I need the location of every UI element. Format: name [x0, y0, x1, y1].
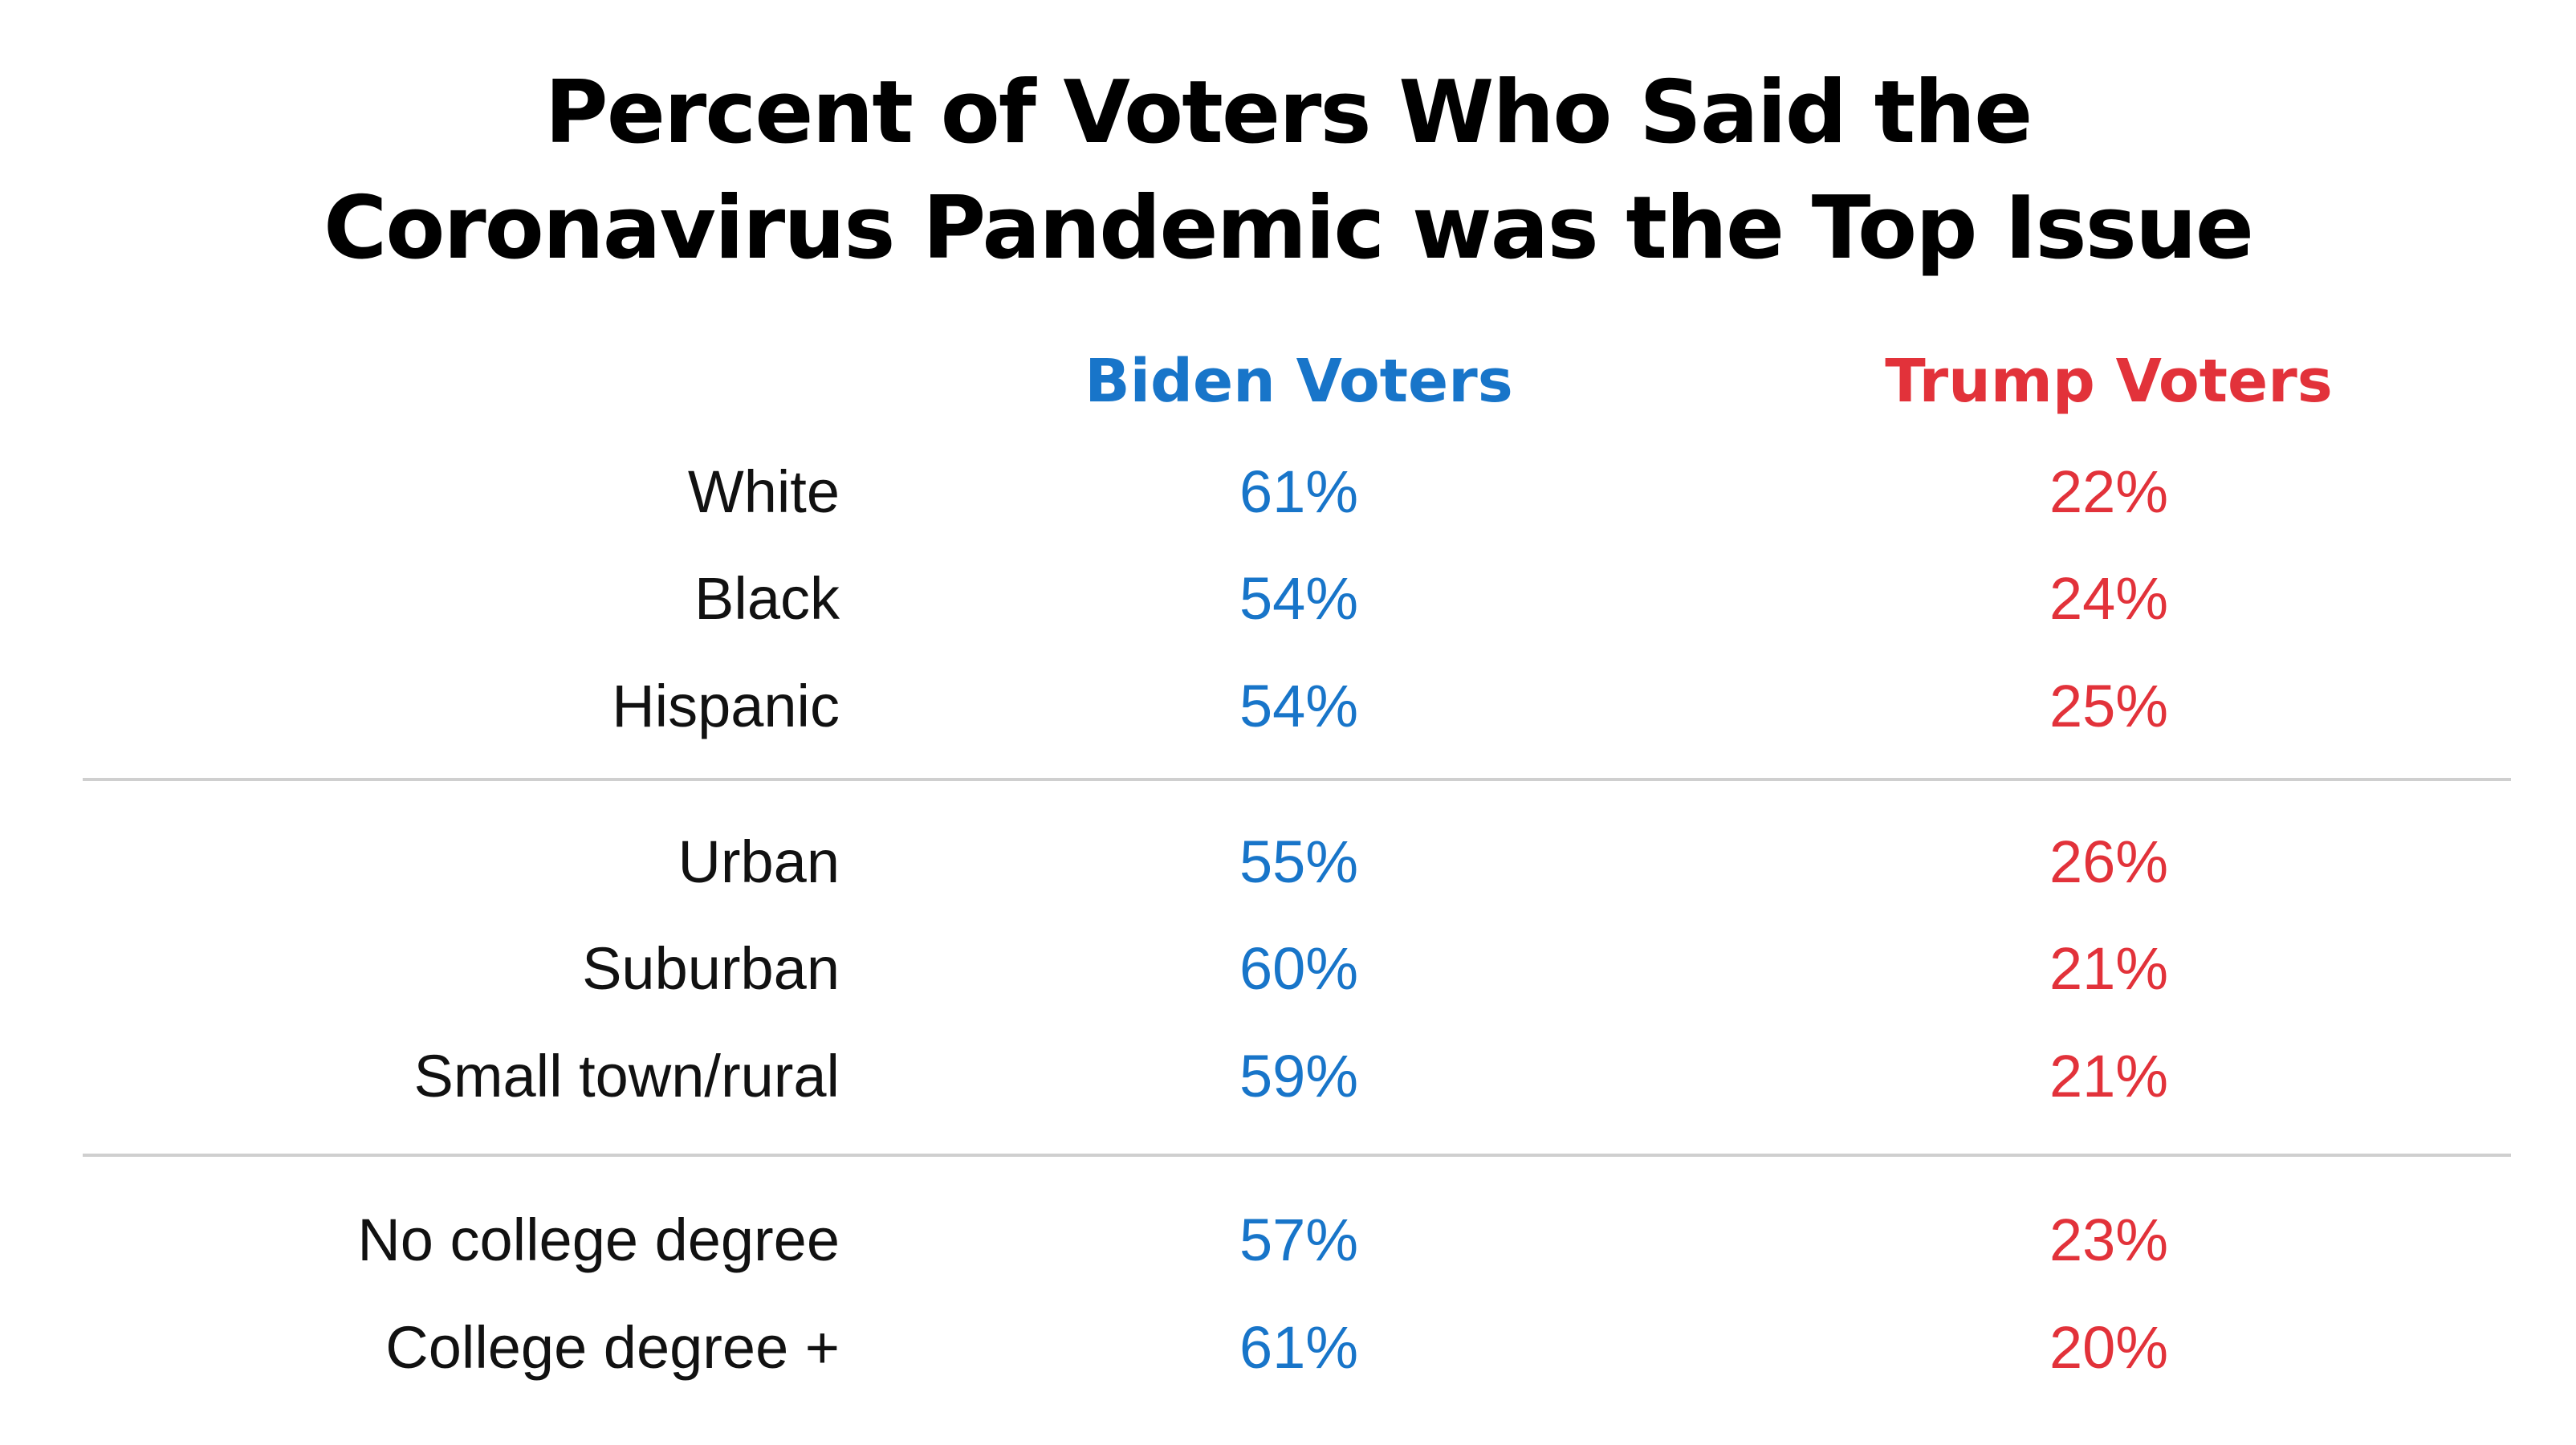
- chart-title-line-2: Coronavirus Pandemic was the Top Issue: [323, 178, 2254, 279]
- column-header-trump: Trump Voters: [1885, 347, 2333, 416]
- biden-value: 59%: [1239, 1043, 1359, 1109]
- row-label: Suburban: [582, 935, 840, 1002]
- biden-value: 60%: [1239, 935, 1359, 1002]
- row-label: White: [687, 458, 840, 525]
- row-label: Small town/rural: [413, 1043, 840, 1109]
- trump-value: 20%: [2049, 1314, 2169, 1381]
- row-label: No college degree: [357, 1207, 840, 1273]
- trump-value: 26%: [2049, 828, 2169, 895]
- row-label: College degree +: [385, 1314, 840, 1381]
- trump-value: 21%: [2049, 935, 2169, 1002]
- group-divider: [83, 778, 2511, 781]
- chart-title-line-1: Percent of Voters Who Said the: [544, 63, 2033, 163]
- trump-value: 22%: [2049, 458, 2169, 525]
- row-label: Hispanic: [612, 673, 840, 739]
- biden-value: 57%: [1239, 1207, 1359, 1273]
- trump-value: 21%: [2049, 1043, 2169, 1109]
- biden-value: 54%: [1239, 565, 1359, 632]
- trump-value: 25%: [2049, 673, 2169, 739]
- trump-value: 24%: [2049, 565, 2169, 632]
- biden-value: 55%: [1239, 828, 1359, 895]
- trump-value: 23%: [2049, 1207, 2169, 1273]
- row-label: Black: [694, 565, 840, 632]
- column-header-biden: Biden Voters: [1085, 347, 1513, 416]
- biden-value: 61%: [1239, 458, 1359, 525]
- group-divider: [83, 1154, 2511, 1157]
- row-label: Urban: [678, 828, 840, 895]
- biden-value: 54%: [1239, 673, 1359, 739]
- biden-value: 61%: [1239, 1314, 1359, 1381]
